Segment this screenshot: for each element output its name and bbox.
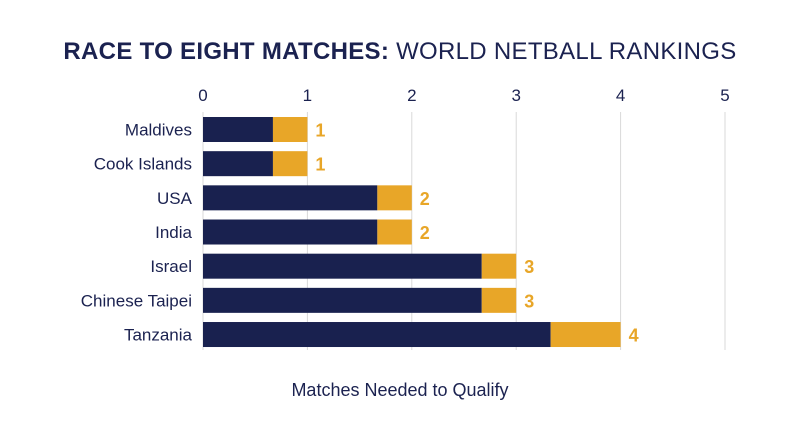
category-label: Israel [150, 257, 192, 276]
bar-segment-gold [377, 185, 412, 211]
bar-segment-gold [272, 151, 308, 177]
x-tick-label: 4 [616, 86, 625, 105]
category-label: Tanzania [124, 326, 193, 345]
bar-segment-gold [272, 117, 308, 142]
x-tick-label: 2 [407, 86, 416, 105]
x-tick-label: 0 [198, 86, 207, 105]
category-label: India [155, 223, 192, 242]
bar-segment-navy [203, 151, 273, 177]
data-label: 3 [524, 257, 534, 277]
x-tick-label: 3 [511, 86, 520, 105]
chart-title-light: WORLD NETBALL RANKINGS [396, 38, 737, 65]
bar-segment-gold [550, 322, 621, 348]
bar-segment-navy [203, 219, 378, 245]
category-label: Cook Islands [94, 155, 192, 174]
data-label: 2 [420, 189, 430, 209]
data-label: 1 [315, 155, 325, 175]
bar-segment-gold [377, 219, 412, 245]
bar-segment-gold [481, 253, 517, 279]
data-label: 4 [629, 326, 639, 346]
bar-segment-navy [203, 253, 482, 279]
bar-segment-navy [203, 185, 378, 211]
bar-segment-gold [481, 287, 517, 313]
x-tick-label: 5 [720, 86, 729, 105]
x-axis-label: Matches Needed to Qualify [291, 380, 509, 400]
chart-title: RACE TO EIGHT MATCHES: WORLD NETBALL RAN… [0, 38, 800, 66]
category-label: Maldives [125, 121, 192, 140]
category-label: Chinese Taipei [81, 291, 192, 310]
data-label: 3 [524, 291, 534, 311]
bar-segment-navy [203, 322, 551, 348]
bar-segment-navy [203, 287, 482, 313]
data-label: 2 [420, 223, 430, 243]
chart-title-bold: RACE TO EIGHT MATCHES: [63, 38, 390, 65]
x-tick-label: 1 [303, 86, 312, 105]
bar-segment-navy [203, 117, 273, 142]
category-label: USA [157, 189, 193, 208]
data-label: 1 [315, 121, 325, 141]
